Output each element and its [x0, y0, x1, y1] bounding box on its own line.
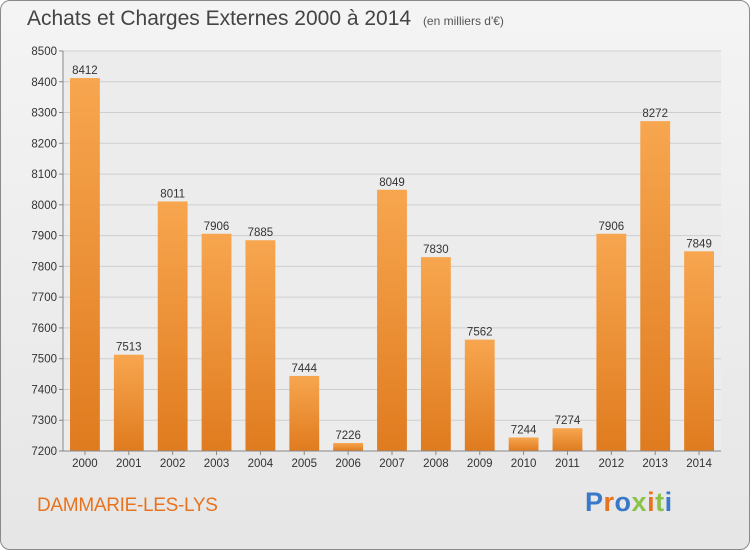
x-tick-label: 2011 [555, 458, 580, 470]
chart-title-text: Achats et Charges Externes 2000 à 2014 [27, 7, 412, 30]
data-label: 7906 [204, 221, 230, 233]
bar [157, 201, 188, 451]
x-tick-label: 2003 [204, 458, 230, 470]
x-tick-label: 2005 [291, 458, 317, 470]
y-tick-label: 7900 [31, 231, 57, 243]
data-label: 7849 [686, 238, 712, 250]
y-tick-label: 8200 [31, 138, 57, 150]
data-label: 7444 [291, 363, 317, 375]
data-label: 7906 [599, 221, 625, 233]
bar [70, 78, 100, 452]
bar [684, 251, 714, 451]
bar [420, 257, 451, 451]
logo-letter: t [655, 487, 665, 517]
data-label: 7885 [248, 227, 274, 239]
data-label: 7274 [555, 415, 581, 427]
y-tick-label: 7700 [31, 292, 57, 304]
data-label: 8412 [72, 65, 98, 77]
bar [245, 240, 276, 451]
y-tick-label: 8300 [31, 108, 57, 120]
data-label: 7830 [423, 244, 449, 256]
y-tick-label: 7400 [31, 384, 57, 396]
y-tick-label: 8000 [31, 200, 57, 212]
logo-letter: i [664, 487, 673, 517]
y-tick-label: 8500 [31, 46, 57, 58]
data-label: 7226 [335, 430, 361, 442]
y-tick-label: 7300 [31, 415, 57, 427]
y-tick-label: 7600 [31, 323, 57, 335]
x-tick-label: 2008 [423, 458, 449, 470]
bar [508, 437, 539, 451]
bar [552, 428, 583, 451]
x-tick-label: 2004 [248, 458, 274, 470]
bar [201, 233, 232, 451]
data-label: 7513 [116, 342, 142, 354]
x-tick-label: 2006 [335, 458, 361, 470]
y-tick-label: 7800 [31, 261, 57, 273]
y-tick-label: 8400 [31, 77, 57, 89]
x-tick-label: 2002 [160, 458, 186, 470]
bar [289, 375, 320, 451]
y-tick-label: 7500 [31, 354, 57, 366]
x-tick-label: 2007 [379, 458, 405, 470]
x-tick-label: 2001 [116, 458, 142, 470]
chart-subtitle: (en milliers d'€) [422, 14, 504, 28]
city-name: DAMMARIE-LES-LYS [37, 495, 218, 516]
bar [333, 443, 364, 451]
logo-letter: i [647, 487, 656, 517]
y-tick-label: 7200 [31, 446, 57, 458]
x-tick-label: 2000 [72, 458, 98, 470]
y-tick-label: 8100 [31, 169, 57, 181]
data-label: 7244 [511, 424, 537, 436]
bar [113, 354, 144, 451]
chart-title: Achats et Charges Externes 2000 à 2014 (… [27, 7, 504, 31]
bar [377, 189, 407, 451]
bar [464, 339, 495, 451]
x-tick-label: 2013 [642, 458, 668, 470]
bar [596, 233, 627, 451]
data-label: 8049 [379, 177, 405, 189]
data-label: 7562 [467, 327, 493, 339]
logo-letter: P [585, 487, 604, 517]
x-tick-label: 2012 [599, 458, 625, 470]
x-tick-label: 2010 [511, 458, 537, 470]
data-label: 8272 [642, 108, 668, 120]
logo-letter: x [631, 487, 648, 517]
logo-letter: r [603, 487, 615, 517]
data-label: 8011 [160, 188, 185, 200]
proxiti-logo: Proxiti [585, 487, 673, 518]
x-tick-label: 2009 [467, 458, 493, 470]
x-tick-label: 2014 [686, 458, 712, 470]
bar [640, 121, 671, 452]
logo-letter: o [614, 487, 632, 517]
